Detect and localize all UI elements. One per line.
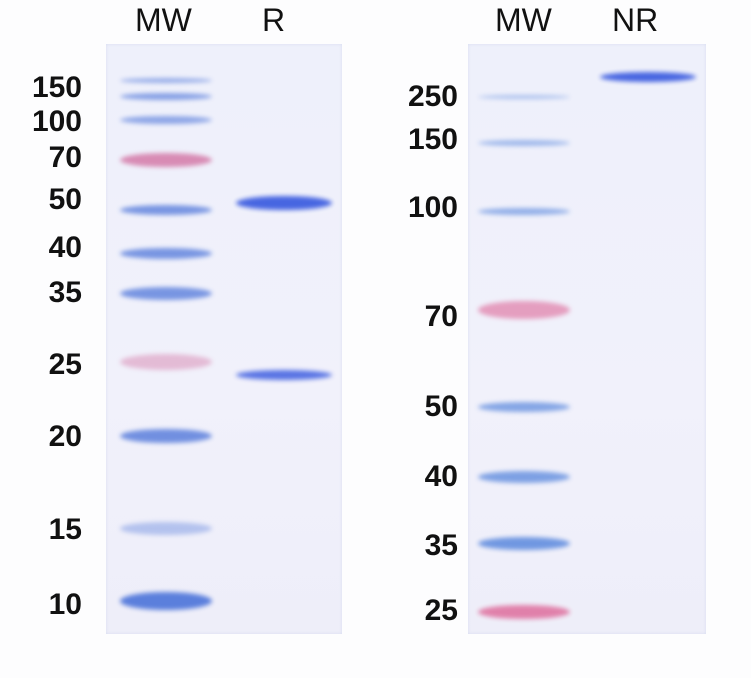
- ladder-band: [478, 471, 570, 483]
- mw-label-left: 150: [31, 71, 82, 104]
- mw-label-right: 100: [407, 191, 458, 224]
- ladder-band: [120, 153, 212, 167]
- mw-label-right: 35: [424, 529, 458, 562]
- mw-label-left: 100: [31, 105, 82, 138]
- mw-label-left: 25: [48, 348, 82, 381]
- ladder-band: [478, 207, 570, 215]
- lane-label-nr: NR: [612, 2, 659, 38]
- ladder-band: [120, 521, 212, 535]
- ladder-band: [120, 205, 212, 215]
- ladder-band: [478, 95, 570, 99]
- lane-label-r: R: [262, 2, 286, 38]
- ladder-band: [478, 402, 570, 412]
- mw-label-left: 40: [48, 231, 82, 264]
- mw-label-left: 15: [48, 513, 82, 546]
- ladder-band: [120, 247, 212, 259]
- mw-label-right: 50: [424, 390, 458, 423]
- sample-band-nr: [600, 72, 696, 82]
- ladder-band: [120, 592, 212, 610]
- sample-band-r: [236, 196, 332, 210]
- ladder-band: [478, 536, 570, 550]
- mw-label-left: 10: [48, 588, 82, 621]
- left-gel: [106, 44, 342, 634]
- ladder-band: [120, 77, 212, 83]
- mw-label-left: 20: [48, 420, 82, 453]
- sample-band-r: [236, 370, 332, 380]
- ladder-band: [478, 301, 570, 319]
- lane-label-mw-right: MW: [495, 2, 552, 38]
- mw-label-left: 35: [48, 276, 82, 309]
- lane-label-mw-left: MW: [135, 2, 192, 38]
- mw-label-right: 250: [407, 80, 458, 113]
- ladder-band: [120, 429, 212, 443]
- ladder-band: [120, 92, 212, 100]
- ladder-band: [478, 605, 570, 619]
- mw-label-right: 40: [424, 460, 458, 493]
- mw-label-left: 50: [48, 183, 82, 216]
- mw-label-right: 25: [424, 594, 458, 627]
- mw-label-right: 150: [407, 123, 458, 156]
- mw-label-right: 70: [424, 300, 458, 333]
- ladder-band: [120, 116, 212, 124]
- ladder-band: [120, 286, 212, 300]
- ladder-band: [478, 140, 570, 146]
- ladder-band: [120, 354, 212, 370]
- mw-label-left: 70: [48, 141, 82, 174]
